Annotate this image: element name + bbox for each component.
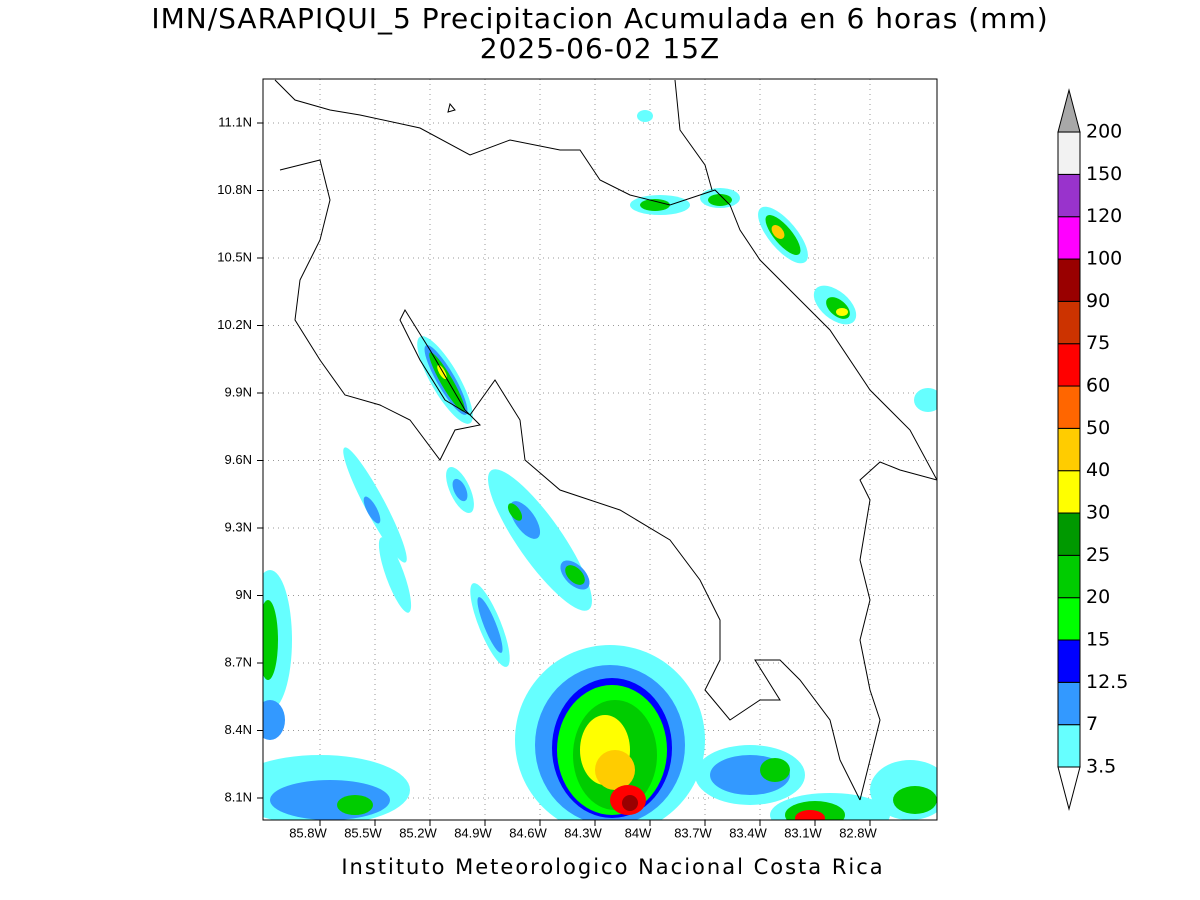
colorbar-label: 50 [1086, 417, 1110, 439]
lon-label: 84.6W [509, 825, 547, 840]
colorbar-label: 15 [1086, 629, 1110, 651]
lat-label: 10.5N [217, 249, 252, 264]
lat-label: 9N [235, 587, 252, 602]
colorbar-label: 120 [1086, 205, 1122, 227]
colorbar-label: 20 [1086, 586, 1110, 608]
lon-label: 84W [625, 825, 652, 840]
lat-label: 8.1N [225, 789, 252, 804]
lon-label: 84.9W [454, 825, 492, 840]
colorbar-label: 40 [1086, 459, 1110, 481]
lat-label: 9.3N [225, 519, 252, 534]
lon-label: 83.4W [729, 825, 767, 840]
colorbar-box [1057, 343, 1081, 387]
colorbar-box [1057, 597, 1081, 641]
colorbar-label: 60 [1086, 375, 1110, 397]
colorbar-box [1057, 131, 1081, 175]
lat-label: 11.1N [218, 114, 252, 129]
colorbar: 3.5 7 12.5 15 20 25 30 40 50 60 75 90 100 120 150 200 [1057, 88, 1128, 811]
colorbar-box [1057, 512, 1081, 556]
colorbar-label: 25 [1086, 544, 1110, 566]
colorbar-box [1057, 258, 1081, 302]
lat-label: 8.7N [225, 654, 252, 669]
colorbar-over [1057, 88, 1081, 133]
colorbar-label: 30 [1086, 502, 1110, 524]
colorbar-label: 7 [1086, 713, 1098, 735]
lon-label: 82.8W [839, 825, 877, 840]
precipitation-field [263, 110, 937, 820]
colorbar-label: 3.5 [1086, 756, 1116, 778]
lat-label: 8.4N [225, 722, 252, 737]
lon-label: 84.3W [564, 825, 602, 840]
colorbar-label: 150 [1086, 163, 1122, 185]
lon-label: 83.1W [784, 825, 822, 840]
colorbar-label: 90 [1086, 290, 1110, 312]
colorbar-box [1057, 470, 1081, 514]
colorbar-box [1057, 639, 1081, 683]
lon-label: 85.8W [289, 825, 327, 840]
colorbar-label: 12.5 [1086, 671, 1128, 693]
colorbar-label: 75 [1086, 332, 1110, 354]
colorbar-box [1057, 554, 1081, 599]
colorbar-box [1057, 173, 1081, 218]
lat-label: 9.6N [225, 452, 252, 467]
colorbar-box [1057, 427, 1081, 472]
colorbar-label: 200 [1086, 121, 1122, 143]
colorbar-box [1057, 300, 1081, 345]
colorbar-label: 100 [1086, 248, 1122, 270]
colorbar-box [1057, 385, 1081, 429]
colorbar-box [1057, 724, 1081, 768]
lon-label: 85.2W [399, 825, 437, 840]
colorbar-under [1057, 766, 1081, 811]
plot-area [263, 79, 937, 820]
colorbar-box [1057, 681, 1081, 726]
subtitle: 2025-06-02 15Z [480, 32, 720, 65]
colorbar-box [1057, 216, 1081, 260]
lat-label: 9.9N [225, 384, 252, 399]
lat-label: 10.8N [217, 182, 252, 197]
coastline [274, 79, 937, 801]
lon-label: 85.5W [344, 825, 382, 840]
plot-frame [262, 78, 938, 821]
title: IMN/SARAPIQUI_5 Precipitacion Acumulada … [151, 2, 1048, 35]
lat-label: 10.2N [217, 317, 252, 332]
footer: Instituto Meteorologico Nacional Costa R… [341, 855, 884, 879]
grid [263, 79, 937, 820]
lon-label: 83.7W [674, 825, 712, 840]
